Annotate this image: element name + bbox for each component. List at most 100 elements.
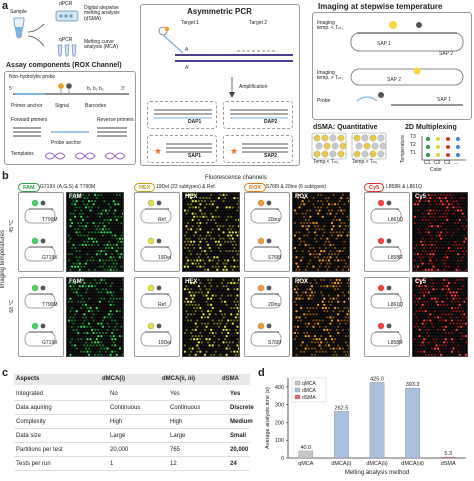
target-tag: S768I [268,255,282,261]
probe-state-schematic [18,277,64,357]
target-tag: 20ins [268,217,280,223]
fam-targets: G719X (A,G,S) & T790M [40,184,96,190]
bar [369,382,385,459]
table-cell: Partitions per test [16,447,63,453]
micrograph-fam: FAM [66,192,124,272]
sap1-box: ★ SAP1 [147,135,217,163]
micrograph-partitions [293,193,349,271]
micrograph-cy5: Cy5 [412,277,468,357]
x-axis-label: Melting analysis method [345,470,409,476]
bar-value-label: 262.5 [335,405,349,411]
sap2-box: ★ SAP2 [223,135,293,163]
y-tick-label: 300 [275,403,284,409]
cmore-label: ... [454,160,459,166]
bar [334,411,349,459]
imaging-temperatures-label: Imaging temperatures [0,230,6,289]
target-tag: Ref. [158,302,168,308]
table-row-divider [14,414,250,415]
target-tag: Ref. [158,217,168,223]
panel-label-c: c [2,367,9,379]
micrograph-fam: FAM [66,277,124,357]
rox-targets: S768I & 20ins (6 subtypes) [266,184,327,190]
x-tick-label: dMCA(ii) [366,461,388,467]
x-tick-label: qMCA [298,461,314,467]
target-tag: L861Q [388,302,404,308]
y-tick-label: 400 [275,385,284,391]
table-cell: Continuous [110,405,141,411]
c3-label: C3 [444,160,451,166]
forward-primers-label: Forward primers [11,117,48,123]
svg-text:SAP 2: SAP 2 [387,77,401,83]
cy5-chip: Cy5 [364,183,385,192]
dap1-box: DAP1 [147,101,217,129]
table-cell: Yes [230,391,241,397]
x-tick-label: dSMA [441,461,456,467]
micrograph-partitions [183,278,239,356]
c2-label: C2 [434,160,441,166]
table-cell: 1 [110,461,114,467]
probe-state-schematic [364,277,410,357]
legend-swatch [294,387,301,393]
probe-anchor-label: Probe anchor [51,140,82,146]
signal-label: Signal [55,103,69,109]
micrograph-partitions [293,278,349,356]
target-tag: 19Del [158,255,172,261]
target-tag: G719X [42,255,58,261]
assay-components-box: Non-hydrolytic probe b₁ b₂ b₃ 3' 5' Prim… [4,71,136,165]
primers-schematic [13,127,127,137]
table-cell: High [170,419,183,425]
primer-anchor-label: Primer anchor [11,103,43,109]
svg-text:★: ★ [154,146,162,156]
target2-label: Target 2 [249,20,268,26]
imaging-title: Imaging at stepwise temperature [318,2,443,11]
probe-schematic: b₁ b₂ b₃ 3' 5' [9,83,129,95]
probe-state-icon [24,199,56,262]
table-cell: 20,000 [110,447,129,453]
table-cell: No [110,391,118,397]
svg-text:SAP 2: SAP 2 [439,51,453,57]
panel-label-a: a [2,0,9,12]
imaging-temp-high-label: Imaging temp. > Tₘ₁ [317,70,343,82]
probe-state-icon [250,284,282,347]
x-tick-label: dMCA(i) [331,461,351,467]
svg-text:SAP 1: SAP 1 [377,41,391,47]
legend-label: dMCA [302,388,317,394]
micrograph-hex: HEX [182,192,240,272]
micrograph-rox: ROX [292,192,350,272]
bar-value-label: 5.3 [444,451,452,457]
reverse-primers-label: Reverse primers [97,117,134,123]
micrograph-partitions [67,278,123,356]
table-cell: Large [170,433,186,439]
table-cell: Yes [170,391,180,397]
svg-text:A': A' [185,65,189,71]
table-cell: Integrated [16,391,44,397]
table-header-row [14,374,250,385]
rox-chip: ROX [244,183,266,192]
table-cell: 765 [170,447,181,453]
table-row-divider [14,428,250,429]
table-header-cell: dSMA [222,376,239,382]
t3-label: T3 [410,134,416,140]
target-tag: T790M [42,302,58,308]
amplification-arrow-icon [229,77,235,98]
cy5-targets: L858R & L861Q [386,184,422,190]
micrograph-rox: ROX [292,277,350,357]
table-cell: 24 [230,461,237,467]
imaging-low-schematic: SAP 1 SAP 2 [350,21,464,57]
micrograph-hex: HEX [182,277,240,357]
table-cell: Tests per run [16,461,51,467]
probe-label: Probe [317,98,331,104]
sample-label: Sample [10,9,27,15]
table-cell: Discrete [230,405,254,411]
amplification-label: Amplification [239,84,268,90]
legend-swatch [294,380,301,386]
t1-label: T1 [410,150,416,156]
panel-label-d: d [258,367,265,379]
table-cell: Complexity [16,419,46,425]
pcr-target-schematic: A A' [158,26,293,71]
channel-label: Cy5 [415,194,427,200]
probe-state-schematic [244,192,290,272]
channel-label: ROX [295,279,309,285]
bar-value-label: 393.3 [406,382,420,388]
